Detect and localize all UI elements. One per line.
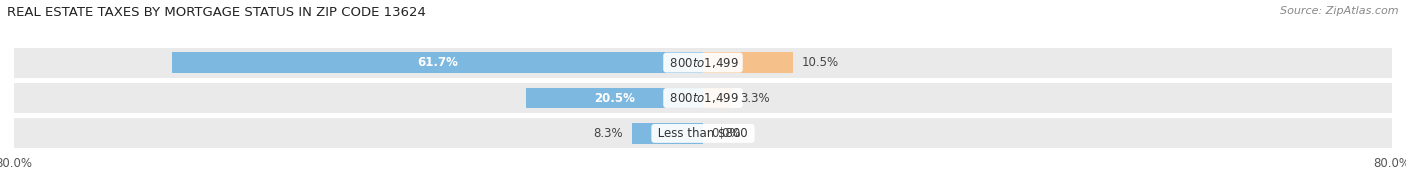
Text: 8.3%: 8.3% (593, 127, 623, 140)
Text: REAL ESTATE TAXES BY MORTGAGE STATUS IN ZIP CODE 13624: REAL ESTATE TAXES BY MORTGAGE STATUS IN … (7, 6, 426, 19)
Bar (14, 83, 1392, 113)
Text: 61.7%: 61.7% (418, 56, 458, 69)
Text: 3.3%: 3.3% (740, 92, 769, 104)
Bar (631, 123, 703, 144)
Bar (703, 52, 793, 73)
Bar (172, 52, 703, 73)
Bar (526, 88, 703, 108)
Legend: Without Mortgage, With Mortgage: Without Mortgage, With Mortgage (575, 193, 831, 196)
Bar (703, 88, 731, 108)
Text: Source: ZipAtlas.com: Source: ZipAtlas.com (1281, 6, 1399, 16)
Text: $800 to $1,499: $800 to $1,499 (666, 91, 740, 105)
Text: $800 to $1,499: $800 to $1,499 (666, 56, 740, 70)
Text: 20.5%: 20.5% (595, 92, 636, 104)
Bar (14, 118, 1392, 148)
Text: Less than $800: Less than $800 (654, 127, 752, 140)
Bar (14, 48, 1392, 78)
Text: 10.5%: 10.5% (801, 56, 839, 69)
Text: 0.0%: 0.0% (711, 127, 741, 140)
